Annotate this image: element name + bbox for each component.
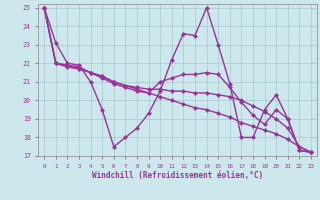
X-axis label: Windchill (Refroidissement éolien,°C): Windchill (Refroidissement éolien,°C)	[92, 171, 263, 180]
